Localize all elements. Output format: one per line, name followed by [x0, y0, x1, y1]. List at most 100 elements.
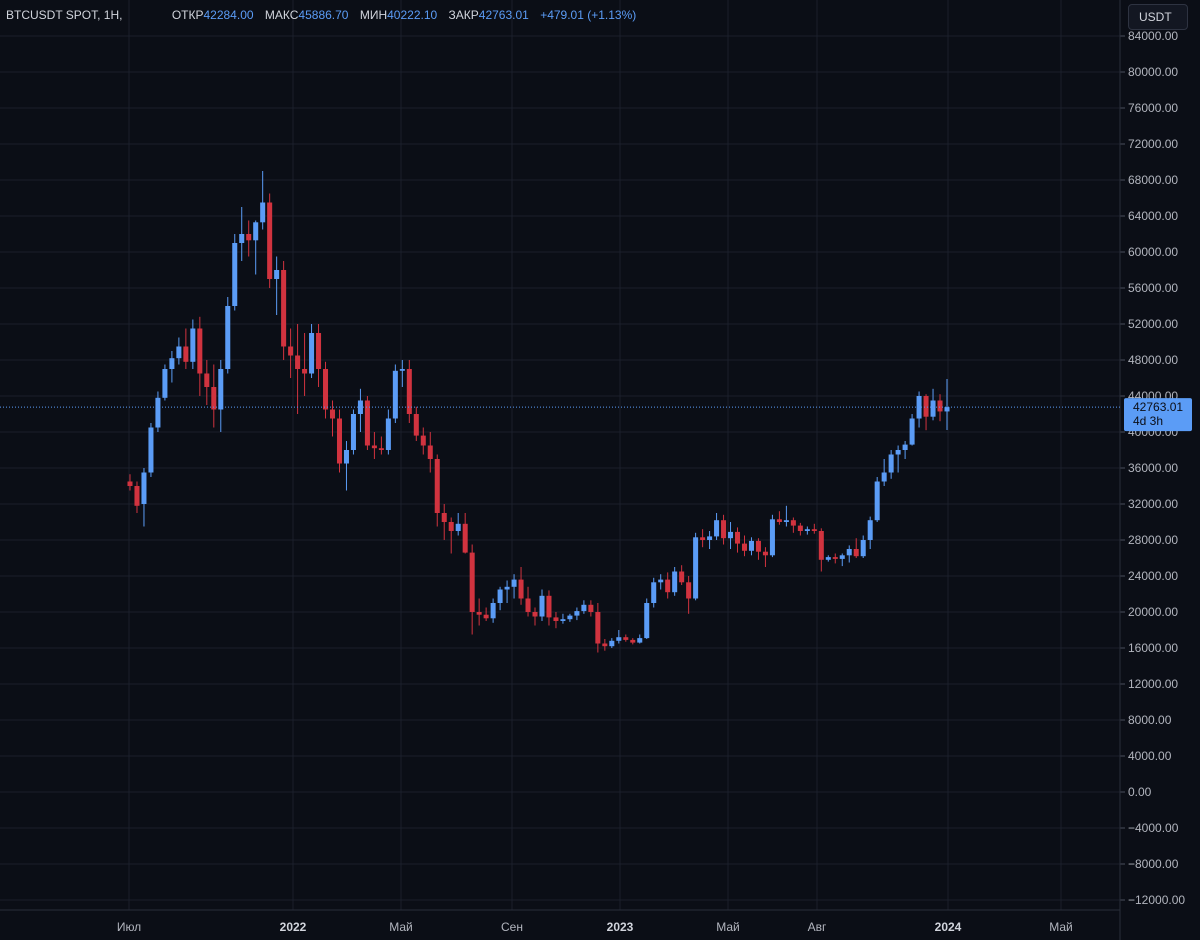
candle-up — [637, 638, 643, 643]
ohlc-legend: BTCUSDT SPOT, 1H, ОТКР42284.00 МАКС45886… — [6, 8, 636, 22]
candle-up — [867, 520, 873, 540]
y-tick-label: 52000.00 — [1128, 317, 1178, 331]
candle-up — [714, 520, 720, 537]
candle-down — [267, 202, 273, 279]
candle-down — [134, 486, 140, 506]
candle-up — [609, 640, 615, 647]
candle-down — [127, 481, 133, 486]
candle-down — [197, 328, 203, 374]
y-tick-label: 84000.00 — [1128, 29, 1178, 43]
candle-up — [253, 222, 259, 241]
candle-down — [448, 522, 454, 531]
candle-down — [595, 612, 601, 644]
candle-up — [274, 270, 280, 279]
candle-down — [790, 520, 796, 526]
candle-down — [734, 531, 741, 544]
candle-down — [818, 531, 824, 560]
y-tick-label: 60000.00 — [1128, 245, 1178, 259]
candle-up — [574, 611, 580, 616]
candle-down — [602, 643, 608, 647]
candle-up — [455, 523, 461, 531]
candle-down — [413, 414, 419, 436]
y-tick-label: 48000.00 — [1128, 353, 1178, 367]
x-tick-label: Июл — [117, 920, 141, 934]
candle-down — [811, 529, 817, 531]
candle-down — [797, 525, 803, 531]
candle-down — [588, 604, 594, 612]
x-tick-label: Май — [389, 920, 413, 934]
candle-up — [260, 202, 266, 223]
candle-up — [539, 595, 545, 617]
candle-down — [336, 418, 343, 464]
candle-up — [881, 472, 887, 482]
candle-up — [672, 571, 678, 593]
candle-up — [769, 519, 775, 556]
candle-down — [295, 355, 301, 369]
candle-up — [658, 579, 664, 583]
candle-down — [721, 520, 727, 539]
y-tick-label: 76000.00 — [1128, 101, 1178, 115]
candle-up — [176, 346, 182, 359]
candle-down — [406, 369, 412, 414]
candle-down — [923, 396, 929, 417]
candle-up — [232, 243, 238, 306]
candle-up — [874, 481, 880, 521]
candle-up — [385, 418, 391, 450]
candle-up — [218, 369, 224, 410]
candle-down — [469, 552, 475, 612]
candle-down — [323, 369, 329, 410]
candle-down — [832, 557, 838, 559]
candle-down — [420, 435, 426, 446]
candle-up — [728, 531, 734, 539]
y-tick-label: −8000.00 — [1128, 857, 1179, 871]
x-tick-label: Сен — [501, 920, 523, 934]
candle-down — [204, 373, 210, 387]
candle-up — [944, 407, 950, 412]
candle-down — [553, 617, 559, 621]
candle-up — [141, 472, 147, 504]
y-tick-label: 28000.00 — [1128, 533, 1178, 547]
symbol-title: BTCUSDT SPOT, 1H, — [6, 8, 123, 22]
currency-button[interactable]: USDT — [1128, 4, 1188, 30]
candle-down — [853, 549, 859, 557]
candle-down — [937, 400, 943, 412]
candle-up — [343, 450, 349, 464]
candle-up — [616, 637, 622, 641]
candle-down — [762, 551, 768, 556]
close-label: ЗАКР — [448, 8, 479, 22]
candle-down — [302, 369, 308, 374]
candle-down — [427, 445, 433, 459]
open-value: 42284.00 — [203, 8, 254, 22]
candle-down — [679, 571, 685, 583]
y-tick-label: 16000.00 — [1128, 641, 1178, 655]
candle-up — [148, 427, 154, 473]
candle-up — [644, 603, 650, 639]
candle-down — [518, 579, 524, 599]
candle-up — [895, 450, 901, 455]
y-tick-label: 32000.00 — [1128, 497, 1178, 511]
y-tick-label: −12000.00 — [1128, 893, 1185, 907]
candle-down — [741, 543, 748, 551]
candle-down — [686, 582, 692, 599]
candle-up — [902, 444, 908, 450]
candle-up — [909, 418, 915, 445]
candle-down — [434, 459, 440, 513]
x-tick-label: Май — [716, 920, 740, 934]
candle-down — [364, 400, 370, 446]
candle-down — [700, 537, 706, 540]
candle-up — [399, 369, 405, 371]
candle-down — [281, 270, 287, 347]
change-value: +479.01 (+1.13%) — [540, 8, 637, 22]
candle-down — [316, 333, 322, 369]
candle-up — [825, 557, 831, 560]
candle-down — [371, 445, 377, 449]
candle-up — [490, 603, 496, 619]
open-label: ОТКР — [171, 8, 204, 22]
candle-down — [776, 519, 782, 522]
candle-up — [581, 604, 587, 612]
candle-up — [239, 234, 245, 243]
candle-up — [511, 579, 517, 587]
y-tick-label: 0.00 — [1128, 785, 1152, 799]
x-tick-label: 2024 — [935, 920, 962, 934]
